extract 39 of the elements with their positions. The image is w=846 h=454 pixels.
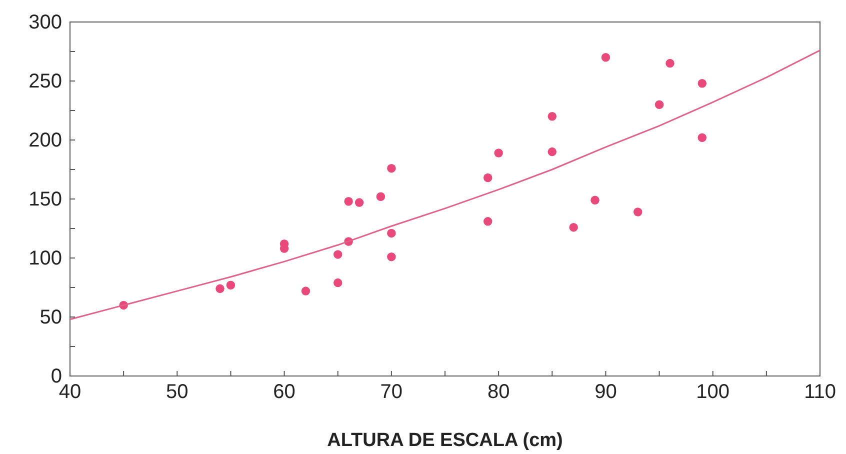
point bbox=[569, 222, 578, 232]
point bbox=[483, 173, 492, 182]
point bbox=[301, 286, 310, 296]
y-tick-label: 300 bbox=[28, 11, 62, 34]
x-tick-label: 90 bbox=[594, 381, 617, 404]
x-tick-label: 100 bbox=[696, 381, 730, 404]
x-tick-label: 110 bbox=[804, 381, 836, 404]
point bbox=[387, 252, 396, 262]
y-tick-label: 150 bbox=[28, 188, 62, 210]
point bbox=[698, 133, 707, 142]
point bbox=[548, 112, 557, 121]
point bbox=[387, 228, 396, 238]
x-tick-label: 70 bbox=[380, 381, 403, 404]
x-tick-label: 80 bbox=[487, 381, 510, 404]
point bbox=[226, 280, 236, 290]
point bbox=[344, 197, 353, 206]
x-axis-title: ALTURA DE ESCALA (cm) bbox=[327, 430, 563, 451]
point bbox=[633, 208, 642, 216]
line-series bbox=[69, 50, 821, 320]
x-tick-label: 60 bbox=[273, 381, 296, 404]
point bbox=[483, 217, 492, 226]
point bbox=[666, 58, 674, 68]
point bbox=[654, 100, 664, 109]
y-tick-label: 50 bbox=[40, 306, 62, 328]
point bbox=[376, 192, 386, 201]
point bbox=[216, 284, 224, 294]
y-tick-label: 250 bbox=[28, 70, 62, 92]
y-tick-label: 100 bbox=[28, 247, 62, 270]
point bbox=[333, 278, 342, 288]
point bbox=[590, 196, 600, 205]
point bbox=[494, 148, 503, 158]
point bbox=[601, 53, 610, 62]
point bbox=[333, 250, 342, 259]
point bbox=[698, 79, 707, 88]
point bbox=[354, 198, 364, 207]
x-tick-label: 50 bbox=[166, 381, 188, 404]
point bbox=[548, 147, 557, 156]
point bbox=[387, 164, 396, 173]
y-tick-label: 200 bbox=[28, 129, 62, 152]
